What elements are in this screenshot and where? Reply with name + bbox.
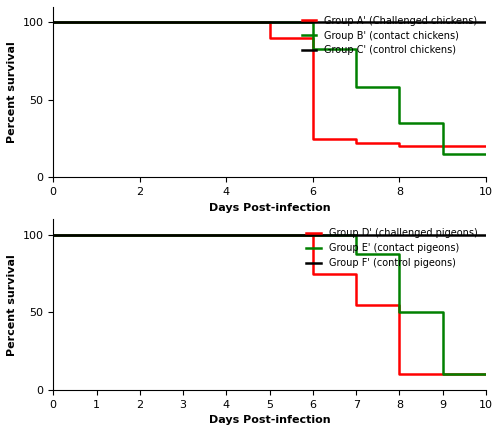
Line: Group B' (contact chickens): Group B' (contact chickens) bbox=[53, 22, 486, 154]
Group B' (contact chickens) bbox=[353, 85, 359, 90]
Group B' (contact chickens) bbox=[310, 20, 316, 25]
Group A' (Challenged chickens) bbox=[50, 20, 56, 25]
Group D' (challenged pigeons) bbox=[483, 372, 489, 377]
Group E' (contact pigeons) bbox=[396, 251, 402, 256]
Group D' (challenged pigeons) bbox=[396, 302, 402, 307]
Group A' (Challenged chickens) bbox=[396, 144, 402, 149]
Group E' (contact pigeons) bbox=[483, 372, 489, 377]
Group D' (challenged pigeons) bbox=[310, 232, 316, 238]
Line: Group E' (contact pigeons): Group E' (contact pigeons) bbox=[53, 235, 486, 374]
Y-axis label: Percent survival: Percent survival bbox=[7, 254, 17, 356]
Line: Group A' (Challenged chickens): Group A' (Challenged chickens) bbox=[53, 22, 486, 146]
Group A' (Challenged chickens) bbox=[353, 136, 359, 141]
Group E' (contact pigeons) bbox=[353, 232, 359, 238]
Group B' (contact chickens) bbox=[396, 85, 402, 90]
Group D' (challenged pigeons) bbox=[396, 372, 402, 377]
Group A' (Challenged chickens) bbox=[266, 20, 272, 25]
Group E' (contact pigeons) bbox=[353, 251, 359, 256]
Group A' (Challenged chickens) bbox=[266, 35, 272, 41]
Group A' (Challenged chickens) bbox=[310, 136, 316, 141]
Group D' (challenged pigeons) bbox=[50, 232, 56, 238]
Group D' (challenged pigeons) bbox=[310, 271, 316, 276]
Group E' (contact pigeons) bbox=[440, 372, 446, 377]
Group A' (Challenged chickens) bbox=[353, 140, 359, 146]
Group B' (contact chickens) bbox=[483, 152, 489, 157]
Group A' (Challenged chickens) bbox=[396, 140, 402, 146]
Group B' (contact chickens) bbox=[353, 46, 359, 51]
Group B' (contact chickens) bbox=[50, 20, 56, 25]
Group D' (challenged pigeons) bbox=[353, 302, 359, 307]
Group A' (Challenged chickens) bbox=[483, 144, 489, 149]
Group E' (contact pigeons) bbox=[50, 232, 56, 238]
Line: Group D' (challenged pigeons): Group D' (challenged pigeons) bbox=[53, 235, 486, 374]
Legend: Group D' (challenged pigeons), Group E' (contact pigeons), Group F' (control pig: Group D' (challenged pigeons), Group E' … bbox=[302, 224, 481, 272]
X-axis label: Days Post-infection: Days Post-infection bbox=[209, 203, 330, 213]
Group E' (contact pigeons) bbox=[396, 310, 402, 315]
Group B' (contact chickens) bbox=[440, 152, 446, 157]
X-axis label: Days Post-infection: Days Post-infection bbox=[209, 415, 330, 425]
Group E' (contact pigeons) bbox=[440, 310, 446, 315]
Y-axis label: Percent survival: Percent survival bbox=[7, 41, 17, 143]
Group D' (challenged pigeons) bbox=[353, 271, 359, 276]
Group A' (Challenged chickens) bbox=[310, 35, 316, 41]
Legend: Group A' (Challenged chickens), Group B' (contact chickens), Group C' (control c: Group A' (Challenged chickens), Group B'… bbox=[298, 12, 481, 59]
Group B' (contact chickens) bbox=[310, 46, 316, 51]
Group B' (contact chickens) bbox=[396, 121, 402, 126]
Group B' (contact chickens) bbox=[440, 121, 446, 126]
